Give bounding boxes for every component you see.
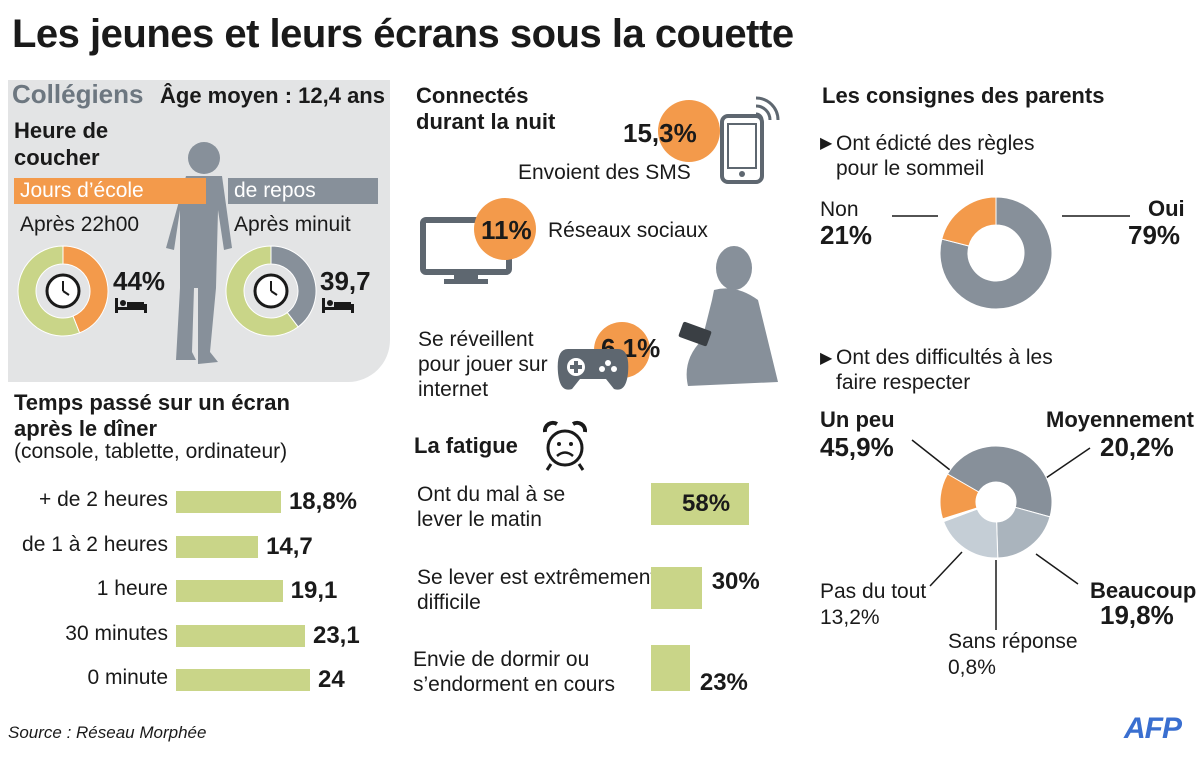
slice-pas-du-tout bbox=[939, 473, 980, 520]
bar-30min bbox=[176, 625, 305, 647]
source-note: Source : Réseau Morphée bbox=[8, 723, 207, 742]
slice-other bbox=[17, 245, 81, 337]
bar-label: 1 heure bbox=[96, 577, 168, 600]
smartphone-icon bbox=[720, 96, 780, 184]
slice-label: Sans réponse bbox=[948, 630, 1078, 653]
social-value: 11% bbox=[481, 215, 532, 245]
bedtime-heading: Heure de coucher bbox=[14, 118, 109, 170]
rest-days-tag: de repos bbox=[228, 178, 378, 204]
afp-logo: AFP bbox=[1124, 712, 1182, 745]
bar-value: 19,1 bbox=[290, 577, 338, 604]
slice-label: Moyennement bbox=[1046, 407, 1194, 432]
slice-value: 19,8% bbox=[1100, 600, 1174, 630]
connected-heading: Connectés durant la nuit bbox=[416, 83, 556, 134]
slice-value: 0,8% bbox=[948, 656, 996, 679]
game-label: Se réveillent pour jouer sur internet bbox=[418, 328, 548, 401]
rest-bedtime-value: 39,7 bbox=[320, 266, 371, 296]
bar-1-2h bbox=[176, 536, 259, 558]
fatigue-label: Envie de dormir ou s’endorment en cours bbox=[413, 648, 615, 696]
rules-donut bbox=[939, 196, 1053, 310]
school-bedtime-value: 44% bbox=[113, 266, 166, 296]
orange-circle bbox=[658, 100, 720, 162]
bar-0min bbox=[176, 669, 310, 691]
school-bedtime-donut bbox=[17, 245, 109, 337]
slice-value: 21% bbox=[820, 220, 873, 250]
triangle-right-icon: ▶ bbox=[820, 350, 833, 367]
alarm-clock-icon bbox=[542, 420, 588, 471]
bar-value: 24 bbox=[318, 666, 345, 693]
page-title: Les jeunes et leurs écrans sous la couet… bbox=[12, 12, 794, 56]
slice-label: Non bbox=[820, 198, 859, 221]
slice-non bbox=[941, 196, 997, 247]
rest-time-label: Après minuit bbox=[234, 213, 351, 236]
fatigue-value: 23% bbox=[699, 669, 748, 696]
slice-label: Un peu bbox=[820, 407, 895, 432]
slice-label: Beaucoup bbox=[1090, 578, 1197, 603]
slice-value: 79% bbox=[1128, 220, 1181, 250]
slice-other bbox=[225, 245, 299, 337]
rest-bedtime-donut bbox=[225, 245, 317, 337]
bed-icon bbox=[322, 298, 354, 313]
fatigue-label: Ont du mal à se lever le matin bbox=[417, 483, 566, 531]
slice-after-midnight bbox=[270, 245, 317, 328]
slice-value: 20,2% bbox=[1100, 432, 1174, 462]
bar-plus-2h bbox=[176, 491, 281, 513]
triangle-right-icon: ▶ bbox=[820, 135, 833, 152]
sms-label: Envoient des SMS bbox=[518, 161, 691, 184]
bar-1h bbox=[176, 580, 283, 602]
parents-heading: Les consignes des parents bbox=[822, 83, 1105, 108]
fatigue-bar-wake bbox=[651, 483, 749, 525]
slice-un-peu bbox=[946, 445, 1053, 518]
rules-question: Ont édicté des règles pour le sommeil bbox=[836, 132, 1035, 180]
fatigue-label: Se lever est extrêmement difficile bbox=[417, 566, 657, 614]
bar-label: 0 minute bbox=[87, 666, 168, 689]
bar-value: 23,1 bbox=[312, 622, 360, 649]
bed-icon bbox=[115, 298, 147, 313]
bar-label: de 1 à 2 heures bbox=[22, 533, 168, 556]
clock-icon bbox=[253, 273, 289, 309]
slice-value: 13,2% bbox=[820, 606, 880, 629]
slice-label: Pas du tout bbox=[820, 580, 927, 603]
bar-value: 14,7 bbox=[266, 533, 313, 560]
fatigue-bar-sleepy bbox=[651, 645, 690, 691]
collegiens-label: Collégiens bbox=[12, 79, 144, 109]
sms-value: 15,3% bbox=[623, 118, 697, 148]
slice-after-22h bbox=[62, 245, 109, 334]
bar-value: 18,8% bbox=[288, 488, 358, 515]
orange-circle bbox=[474, 198, 536, 260]
bar-label: 30 minutes bbox=[65, 622, 168, 645]
slice-beaucoup bbox=[942, 508, 999, 559]
fatigue-value: 30% bbox=[711, 568, 760, 595]
clock-icon bbox=[45, 273, 81, 309]
age-average: Âge moyen : 12,4 ans bbox=[160, 83, 385, 108]
school-days-tag: Jours d’école bbox=[14, 178, 206, 204]
respect-donut bbox=[939, 445, 1053, 559]
fatigue-heading: La fatigue bbox=[414, 433, 518, 458]
school-time-label: Après 22h00 bbox=[20, 213, 140, 236]
gamepad-icon bbox=[557, 349, 629, 390]
social-label: Réseaux sociaux bbox=[548, 219, 708, 242]
fatigue-bar-difficult bbox=[651, 567, 702, 609]
slice-value: 45,9% bbox=[820, 432, 894, 462]
screen-time-heading: Temps passé sur un écran après le dîner bbox=[14, 390, 290, 441]
teen-sitting-icon bbox=[678, 246, 778, 386]
screen-time-subheading: (console, tablette, ordinateur) bbox=[14, 440, 288, 463]
slice-moyennement bbox=[996, 506, 1051, 559]
respect-question: Ont des difficultés à les faire respecte… bbox=[836, 346, 1053, 394]
bar-label: + de 2 heures bbox=[38, 488, 168, 511]
teen-standing-icon bbox=[166, 142, 232, 364]
fatigue-value: 58% bbox=[682, 490, 731, 517]
slice-label: Oui bbox=[1148, 196, 1185, 221]
slice-oui bbox=[939, 196, 1053, 310]
